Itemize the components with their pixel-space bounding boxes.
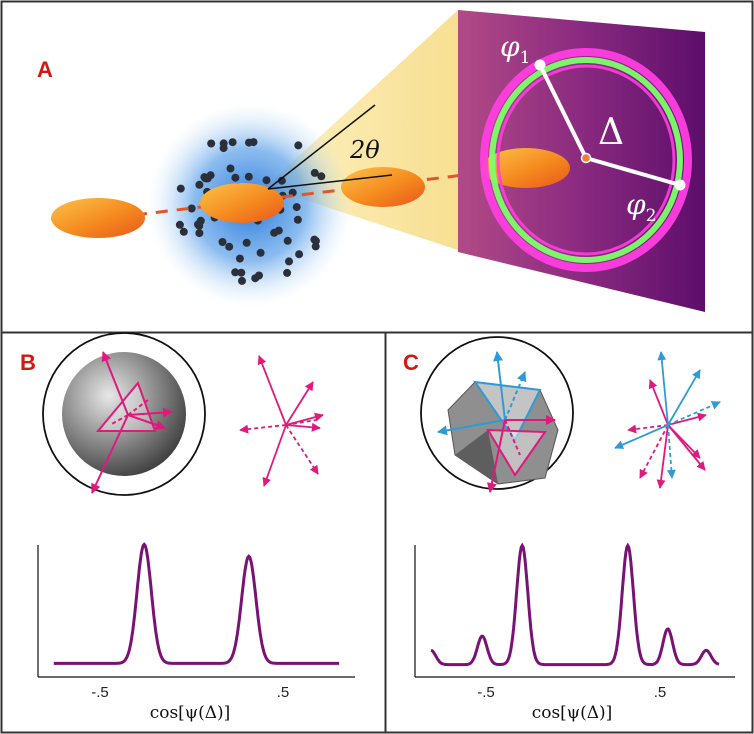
molecule-dot: [196, 216, 205, 225]
polyhedron-vectors: [437, 351, 556, 493]
phi1-point: [534, 59, 546, 71]
scattering-particle: [200, 183, 284, 223]
molecule-dot: [237, 268, 246, 277]
molecule-dot: [285, 257, 293, 266]
incoming-particle: [51, 198, 145, 238]
molecule-dot: [244, 172, 253, 181]
molecule-dot: [219, 139, 228, 148]
plot-c-curve: [430, 542, 720, 667]
molecule-dot: [207, 139, 216, 148]
molecule-dot: [270, 228, 279, 237]
panel-c-label: C: [403, 350, 419, 375]
molecule-dot: [255, 271, 263, 280]
molecule-dot: [317, 172, 326, 181]
plot-b-tick-neg: -.5: [91, 684, 109, 701]
plot-b-x-label: cos[ψ(Δ)]: [150, 703, 231, 723]
molecule-dot: [187, 204, 196, 213]
ring-center: [580, 152, 592, 164]
angle-label: 2θ: [349, 136, 380, 164]
molecule-dot: [228, 138, 237, 147]
panel-b-label: B: [20, 350, 36, 375]
scatter-ray: [267, 104, 376, 190]
panel-b: B -.5 .5 cos[ψ(: [20, 332, 355, 723]
polyhedron-facet-dark: [455, 430, 498, 484]
phi2-label: φ2: [626, 188, 656, 226]
molecule-dot: [242, 238, 251, 247]
phi2-point: [674, 179, 686, 191]
molecule-dot: [292, 203, 301, 212]
molecule-dot: [262, 176, 271, 185]
panel-c-frame: [384, 331, 754, 734]
diffraction-ring: [489, 57, 683, 263]
vector-star-c: [614, 351, 721, 489]
molecule-dot: [294, 141, 303, 150]
outgoing-particle: [341, 167, 425, 207]
axis-ray: [267, 174, 393, 190]
plot-b-tick-pos: .5: [277, 684, 290, 701]
molecule-dot: [226, 164, 235, 173]
molecule-dot: [245, 138, 253, 147]
diffraction-ring-outer: [480, 48, 692, 272]
molecule-dot: [277, 176, 286, 185]
molecule-dot: [295, 250, 304, 259]
phi2-arm: [585, 156, 681, 187]
plot-b: -.5 .5 cos[ψ(Δ)]: [37, 542, 355, 723]
molecule-dot: [231, 173, 240, 182]
panel-a-label: A: [37, 57, 53, 82]
outgoing-particle-on-detector: [482, 148, 570, 188]
molecule-dot: [283, 236, 292, 245]
molecule-dot: [256, 248, 265, 257]
phi1-arm: [538, 64, 588, 159]
sphere-vectors: [91, 351, 173, 494]
vector-star-b: [239, 355, 324, 487]
diffraction-ring-inner: [496, 64, 676, 256]
molecule-dot: [311, 242, 320, 251]
plot-c-tick-neg: -.5: [477, 684, 495, 701]
delta-label: Δ: [598, 112, 624, 153]
sphere-icon: [62, 352, 186, 476]
molecule-dot: [195, 229, 204, 238]
polyhedron-facet-light: [472, 380, 542, 442]
molecule-dot: [293, 215, 302, 224]
phi1-label: φ1: [500, 30, 530, 68]
plot-c-tick-pos: .5: [654, 684, 667, 701]
panel-c: C: [403, 336, 735, 723]
molecule-dot: [179, 227, 188, 236]
molecule-dot: [238, 276, 246, 285]
plot-c-x-label: cos[ψ(Δ)]: [532, 703, 613, 723]
molecule-dot: [195, 180, 204, 189]
plot-c: -.5 .5 cos[ψ(Δ)]: [414, 542, 735, 723]
molecule-dot: [310, 168, 319, 177]
molecule-dot: [235, 254, 244, 263]
panel-a: A 2θ φ1 φ2 Δ: [37, 10, 705, 312]
triangle-motif-c: [486, 428, 547, 477]
molecule-dot: [218, 238, 227, 246]
molecule-dot: [283, 268, 292, 277]
molecule-dot: [225, 242, 234, 251]
plot-b-curve: [53, 542, 340, 665]
molecule-dot: [175, 220, 184, 229]
molecule-dot: [200, 173, 209, 182]
molecule-dot: [176, 184, 185, 193]
molecule-dot: [231, 268, 240, 277]
